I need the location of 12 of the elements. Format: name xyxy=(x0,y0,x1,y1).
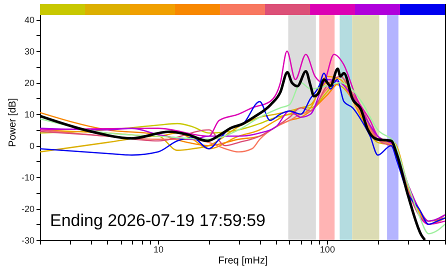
annotation: Ending 2026-07-19 17:59:59 xyxy=(50,211,266,230)
y-tick-label: -10 xyxy=(21,172,34,183)
y-tick-label: -30 xyxy=(21,236,34,246)
y-tick-label: 30 xyxy=(24,46,34,57)
y-tick-label: 0 xyxy=(29,141,34,152)
y-tick-label: 20 xyxy=(24,78,34,88)
y-tick-label: -20 xyxy=(21,204,34,214)
y-axis-title: Power [dB] xyxy=(7,98,18,147)
x-tick-label: 100 xyxy=(320,244,335,254)
y-tick-label: 10 xyxy=(24,110,34,120)
x-axis-title: Freq [mHz] xyxy=(218,256,268,266)
y-tick-label: 40 xyxy=(24,15,34,26)
